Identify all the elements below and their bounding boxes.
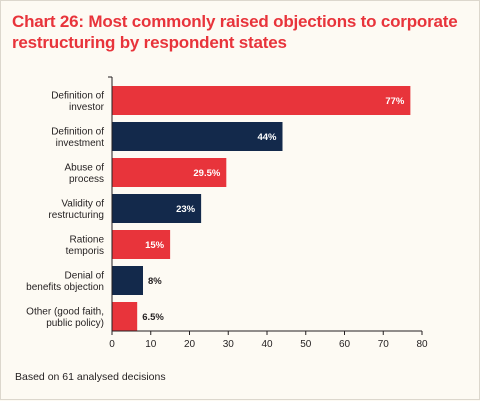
x-tick-label: 30 [223, 339, 235, 350]
x-tick-label: 0 [109, 339, 115, 350]
bar [112, 194, 202, 223]
category-label: Abuse of process [65, 162, 105, 185]
bar [112, 158, 227, 187]
bar-value-label: 8% [148, 276, 162, 287]
category-label: Definition of investor [51, 90, 104, 113]
bar-value-label: 23% [176, 204, 196, 215]
bar [112, 122, 283, 151]
category-label: Validity of restructuring [48, 198, 104, 221]
category-label: Definition of investment [51, 126, 104, 149]
bar [112, 230, 171, 259]
x-tick-label: 50 [300, 339, 312, 350]
bar [112, 86, 411, 115]
chart-title: Chart 26: Most commonly raised objection… [12, 12, 458, 52]
bar-value-label: 15% [145, 240, 165, 251]
x-tick-label: 80 [416, 339, 428, 350]
category-label: Other (good faith, public policy) [26, 306, 104, 329]
x-tick-label: 70 [378, 339, 390, 350]
bar-value-label: 29.5% [193, 168, 220, 179]
x-tick-label: 40 [261, 339, 273, 350]
category-label: Ratione temporis [66, 234, 105, 257]
bar [112, 302, 138, 331]
bar-value-label: 77% [385, 96, 405, 107]
x-tick-label: 60 [339, 339, 351, 350]
bar-value-label: 6.5% [142, 312, 164, 323]
x-tick-label: 10 [145, 339, 157, 350]
x-tick-label: 20 [184, 339, 196, 350]
bar [112, 266, 143, 295]
chart-footnote: Based on 61 analysed decisions [15, 371, 166, 383]
category-label: Denial of benefits objection [26, 270, 104, 293]
bar-value-label: 44% [257, 132, 277, 143]
